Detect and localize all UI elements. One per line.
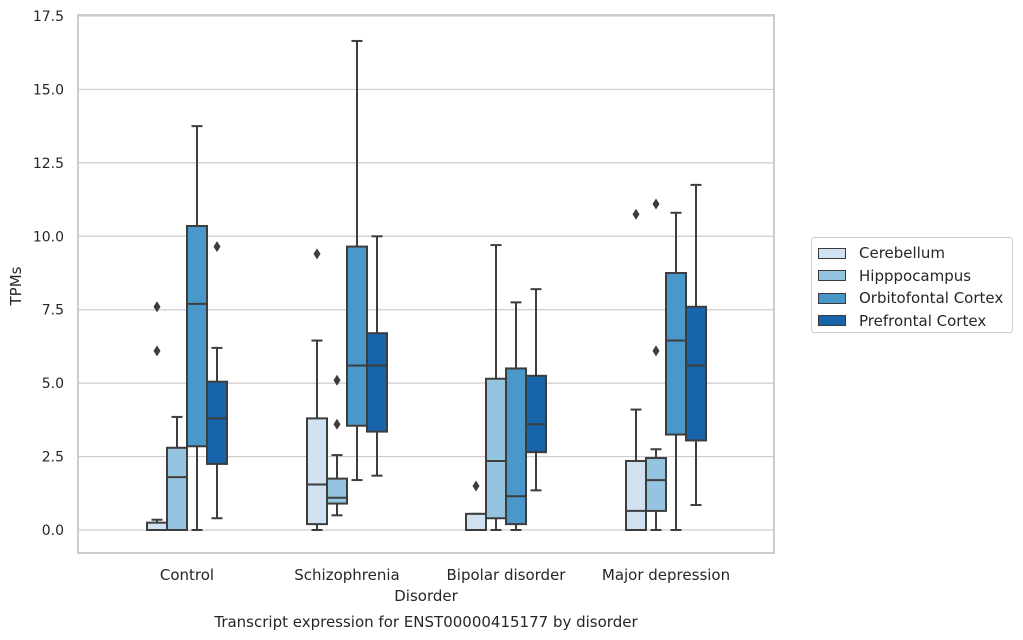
y-tick-label-17-5: 17.5 <box>33 9 64 25</box>
legend-swatch-prefrontal <box>818 315 846 327</box>
box-iqr <box>505 367 527 526</box>
chart-title: Transcript expression for ENST0000041517… <box>213 613 638 631</box>
y-tick-label-10-0: 10.0 <box>33 229 64 245</box>
box-iqr <box>685 305 707 442</box>
legend-swatch-hippocampus <box>818 270 846 282</box>
box-prefrontal-cortex-control <box>206 241 228 520</box>
y-tick-label-15-0: 15.0 <box>33 82 64 98</box>
outlier-point <box>652 198 660 210</box>
x-tick-label-bipolar-disorder: Bipolar disorder <box>447 566 567 584</box>
box-hipppocampus-control <box>166 415 188 532</box>
x-tick-labels: Control Schizophrenia Bipolar disorder Majo… <box>160 566 730 584</box>
legend-item-hippocampus: Hipppocampus <box>818 265 1012 288</box>
y-tick-label-2-5: 2.5 <box>42 450 64 466</box>
box-hipppocampus-major-depression <box>645 198 667 531</box>
outlier-point <box>213 241 221 253</box>
box-orbitofontal-cortex-major-depression <box>665 211 687 531</box>
box-iqr <box>166 446 188 532</box>
outlier-point <box>652 345 660 357</box>
legend-label-orbitofrontal: Orbitofontal Cortex <box>859 289 1004 308</box>
legend-swatch-cerebellum <box>818 247 846 259</box>
box-hipppocampus-schizophrenia <box>326 374 348 517</box>
x-tick-label-major-depression: Major depression <box>602 566 730 584</box>
box-iqr <box>645 457 667 512</box>
box-iqr <box>306 417 328 526</box>
box-iqr <box>206 380 228 465</box>
box-cerebellum-bipolar-disorder <box>465 480 487 531</box>
box-groups <box>146 39 707 532</box>
y-axis-label: TPMs <box>7 266 25 306</box>
box-iqr <box>146 521 168 532</box>
y-tick-label-5-0: 5.0 <box>42 376 64 392</box>
box-iqr <box>346 245 368 427</box>
box-iqr <box>366 332 388 433</box>
legend-item-orbitofrontal: Orbitofontal Cortex <box>818 287 1012 310</box>
box-iqr <box>186 225 208 448</box>
outlier-point <box>153 301 161 313</box>
x-tick-label-schizophrenia: Schizophrenia <box>294 566 399 584</box>
y-tick-label-12-5: 12.5 <box>33 156 64 172</box>
box-iqr <box>665 272 687 436</box>
legend: Cerebellum Hipppocampus Orbitofontal Cor… <box>811 237 1013 333</box>
legend-label-cerebellum: Cerebellum <box>859 244 945 263</box>
box-orbitofontal-cortex-control <box>186 125 208 531</box>
box-iqr <box>525 374 547 454</box>
box-hipppocampus-bipolar-disorder <box>485 244 507 531</box>
x-tick-label-control: Control <box>160 566 214 584</box>
outlier-point <box>153 345 161 357</box>
outlier-point <box>333 374 341 386</box>
plot-frame <box>77 14 775 554</box>
box-prefrontal-cortex-bipolar-disorder <box>525 288 547 492</box>
box-iqr <box>465 512 487 531</box>
legend-item-prefrontal: Prefrontal Cortex <box>818 310 1012 333</box>
box-orbitofontal-cortex-schizophrenia <box>346 39 368 482</box>
box-prefrontal-cortex-schizophrenia <box>366 235 388 477</box>
legend-label-hippocampus: Hipppocampus <box>859 266 972 285</box>
y-tick-label-7-5: 7.5 <box>42 303 64 319</box>
x-axis-label: Disorder <box>394 587 458 605</box>
box-iqr <box>326 477 348 505</box>
outlier-point <box>313 248 321 260</box>
y-tick-labels: 0.0 2.5 5.0 7.5 10.0 12.5 15.0 17.5 <box>33 9 64 539</box>
outlier-point <box>333 418 341 430</box>
box-cerebellum-schizophrenia <box>306 248 328 531</box>
box-iqr <box>625 459 647 531</box>
outlier-point <box>632 208 640 220</box>
box-cerebellum-control <box>146 301 168 532</box>
legend-swatch-orbitofrontal <box>818 292 846 304</box>
outlier-point <box>472 480 480 492</box>
box-prefrontal-cortex-major-depression <box>685 183 707 507</box>
legend-item-cerebellum: Cerebellum <box>818 242 1012 265</box>
box-iqr <box>485 377 507 520</box>
box-cerebellum-major-depression <box>625 208 647 531</box>
box-orbitofontal-cortex-bipolar-disorder <box>505 301 527 531</box>
legend-label-prefrontal: Prefrontal Cortex <box>859 311 987 330</box>
y-tick-label-0-0: 0.0 <box>42 523 64 539</box>
